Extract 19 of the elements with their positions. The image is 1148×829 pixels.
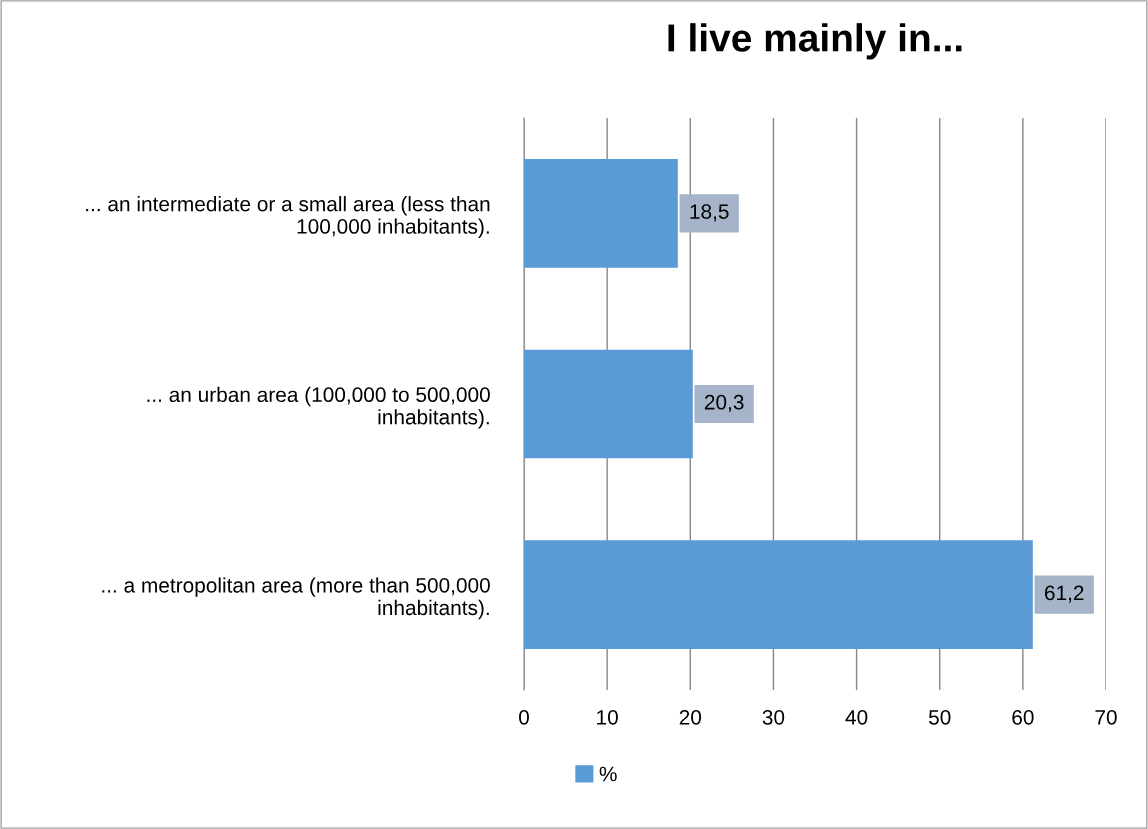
bar <box>524 540 1033 650</box>
x-tick-label: 0 <box>519 709 529 725</box>
x-tick-label: 10 <box>597 709 618 725</box>
chart-title: I live mainly in... <box>668 23 962 60</box>
x-tick-label: 40 <box>845 709 868 725</box>
data-label: 61,2 <box>1045 585 1084 603</box>
bar <box>524 158 678 268</box>
data-label: 20,3 <box>704 394 744 413</box>
y-tick-label: ... a metropolitan area (more than 500,000 inhabitants). <box>102 577 490 620</box>
x-tick-label: 20 <box>679 709 702 725</box>
y-tick-label: ... an intermediate or a small area (less than 100,000 inhabitants). <box>86 196 490 238</box>
x-tick-label: 30 <box>762 709 785 725</box>
x-tick-label: 50 <box>928 709 951 725</box>
bar <box>524 349 693 459</box>
legend-label: % <box>599 766 617 782</box>
data-label: 18,5 <box>690 204 729 222</box>
x-tick-label: 70 <box>1095 709 1117 725</box>
x-tick-label: 60 <box>1012 709 1034 725</box>
y-tick-label: ... an urban area (100,000 to 500,000 inhabitants). <box>147 386 490 429</box>
